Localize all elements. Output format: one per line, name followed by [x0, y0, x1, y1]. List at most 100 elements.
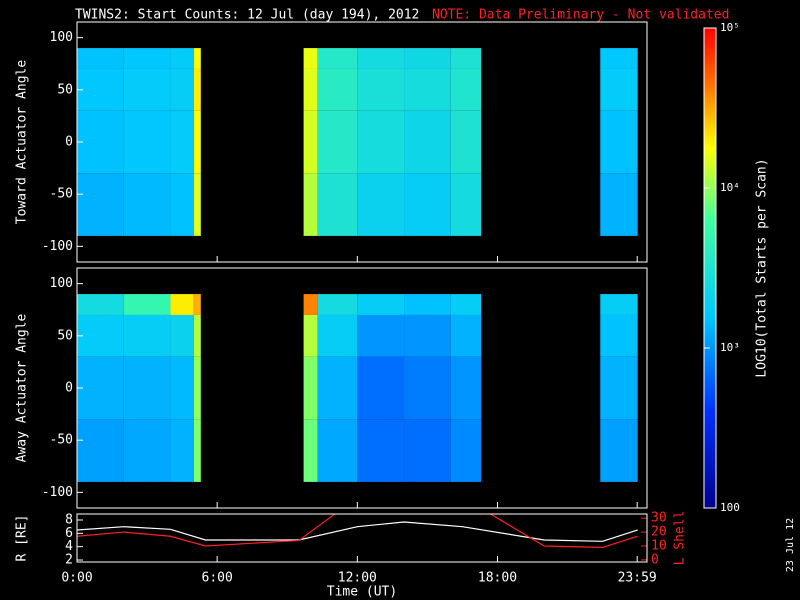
colorbar-tick-label: 10⁴	[720, 181, 740, 194]
heatmap-cell	[303, 110, 318, 174]
y-tick-label: 0	[65, 381, 73, 396]
y2-tick-label: 10	[651, 539, 667, 554]
heatmap-cell	[123, 419, 171, 482]
heatmap-cell	[170, 110, 194, 174]
heatmap-cell	[404, 110, 451, 174]
x-tick-label: 12:00	[338, 571, 377, 586]
heatmap-cell	[357, 48, 405, 69]
heatmap-cell	[317, 68, 358, 111]
heatmap-cell	[170, 294, 194, 315]
heatmap-cell	[77, 419, 124, 482]
heatmap-cell	[317, 356, 358, 420]
heatmap-cell	[450, 356, 482, 420]
heatmap-cell	[357, 356, 405, 420]
heatmap-cell	[170, 68, 194, 111]
panel-frame	[76, 513, 648, 563]
heatmap-cell	[317, 314, 358, 357]
heatmap-cell	[404, 314, 451, 357]
x-tick-label: 18:00	[478, 571, 517, 586]
x-tick-label: 23:59	[618, 571, 657, 586]
heatmap-cell	[193, 419, 201, 482]
heatmap-cell	[193, 68, 201, 111]
heatmap-cell	[450, 48, 482, 69]
heatmap-cell	[600, 356, 638, 420]
heatmap-cell	[404, 356, 451, 420]
y-tick-label: -100	[42, 239, 73, 254]
heatmap-cell	[357, 68, 405, 111]
heatmap-cell	[123, 48, 171, 69]
heatmap-cell	[77, 314, 124, 357]
y-tick-label: 8	[65, 513, 73, 528]
heatmap-cell	[600, 294, 638, 315]
heatmap-cell	[193, 356, 201, 420]
heatmap-cell	[123, 68, 171, 111]
heatmap-cell	[123, 110, 171, 174]
y-tick-label: 100	[50, 30, 73, 45]
heatmap-cell	[600, 48, 638, 69]
heatmap-cell	[303, 68, 318, 111]
line-r	[77, 521, 638, 542]
y-tick-label: -100	[42, 485, 73, 500]
heatmap-cell	[123, 294, 171, 315]
heatmap-cell	[303, 356, 318, 420]
heatmap-cell	[404, 173, 451, 236]
note: NOTE: Data Preliminary - Not validated	[432, 8, 729, 23]
y2-tick-label: 20	[651, 525, 667, 540]
y-tick-label: 6	[65, 526, 73, 541]
heatmap-cell	[450, 110, 482, 174]
heatmap-cell	[357, 314, 405, 357]
heatmap-cell	[77, 173, 124, 236]
heatmap-cell	[303, 294, 318, 315]
y-tick-label: -50	[50, 187, 73, 202]
heatmap-cell	[193, 48, 201, 69]
heatmap-cell	[404, 48, 451, 69]
heatmap-cell	[317, 48, 358, 69]
heatmap-cell	[170, 419, 194, 482]
heatmap-cell	[450, 173, 482, 236]
heatmap-cell	[450, 419, 482, 482]
heatmap-cell	[600, 110, 638, 174]
x-axis-label: Time (UT)	[327, 585, 397, 600]
colorbar-tick-label: 100	[720, 501, 740, 514]
heatmap-cell	[600, 314, 638, 357]
heatmap-cell	[193, 314, 201, 357]
heatmap-cell	[404, 419, 451, 482]
colorbar-label: LOG10(Total Starts per Scan)	[755, 158, 770, 377]
heatmap-cell	[450, 314, 482, 357]
y2-tick-label: 30	[651, 511, 667, 526]
date-stamp: 23 Jul 12	[785, 518, 796, 572]
heatmap-cell	[193, 110, 201, 174]
heatmap-cell	[77, 294, 124, 315]
y-tick-label: 50	[57, 328, 73, 343]
y-axis-label: Toward Actuator Angle	[15, 60, 30, 225]
heatmap-cell	[77, 48, 124, 69]
heatmap-cell	[193, 173, 201, 236]
x-tick-label: 6:00	[202, 571, 233, 586]
heatmap-cell	[600, 419, 638, 482]
y-axis-label: Away Actuator Angle	[15, 313, 30, 462]
heatmap-cell	[450, 294, 482, 315]
y-tick-label: -50	[50, 433, 73, 448]
heatmap-cell	[404, 68, 451, 111]
heatmap-cell	[404, 294, 451, 315]
y-tick-label: 100	[50, 276, 73, 291]
heatmap-cell	[123, 173, 171, 236]
heatmap-cell	[170, 48, 194, 69]
heatmap-cell	[317, 110, 358, 174]
y-tick-label: 4	[65, 539, 73, 554]
y-tick-label: 0	[65, 135, 73, 150]
heatmap-cell	[170, 173, 194, 236]
heatmap-cell	[317, 173, 358, 236]
heatmap-cell	[303, 173, 318, 236]
colorbar-tick-label: 10³	[720, 341, 740, 354]
heatmap-cell	[317, 419, 358, 482]
heatmap-cell	[123, 356, 171, 420]
heatmap-cell	[357, 294, 405, 315]
y-axis-label: R [RE]	[15, 515, 30, 562]
heatmap-cell	[303, 48, 318, 69]
heatmap-cell	[170, 314, 194, 357]
y-tick-label: 50	[57, 82, 73, 97]
heatmap-cell	[357, 419, 405, 482]
heatmap-cell	[170, 356, 194, 420]
